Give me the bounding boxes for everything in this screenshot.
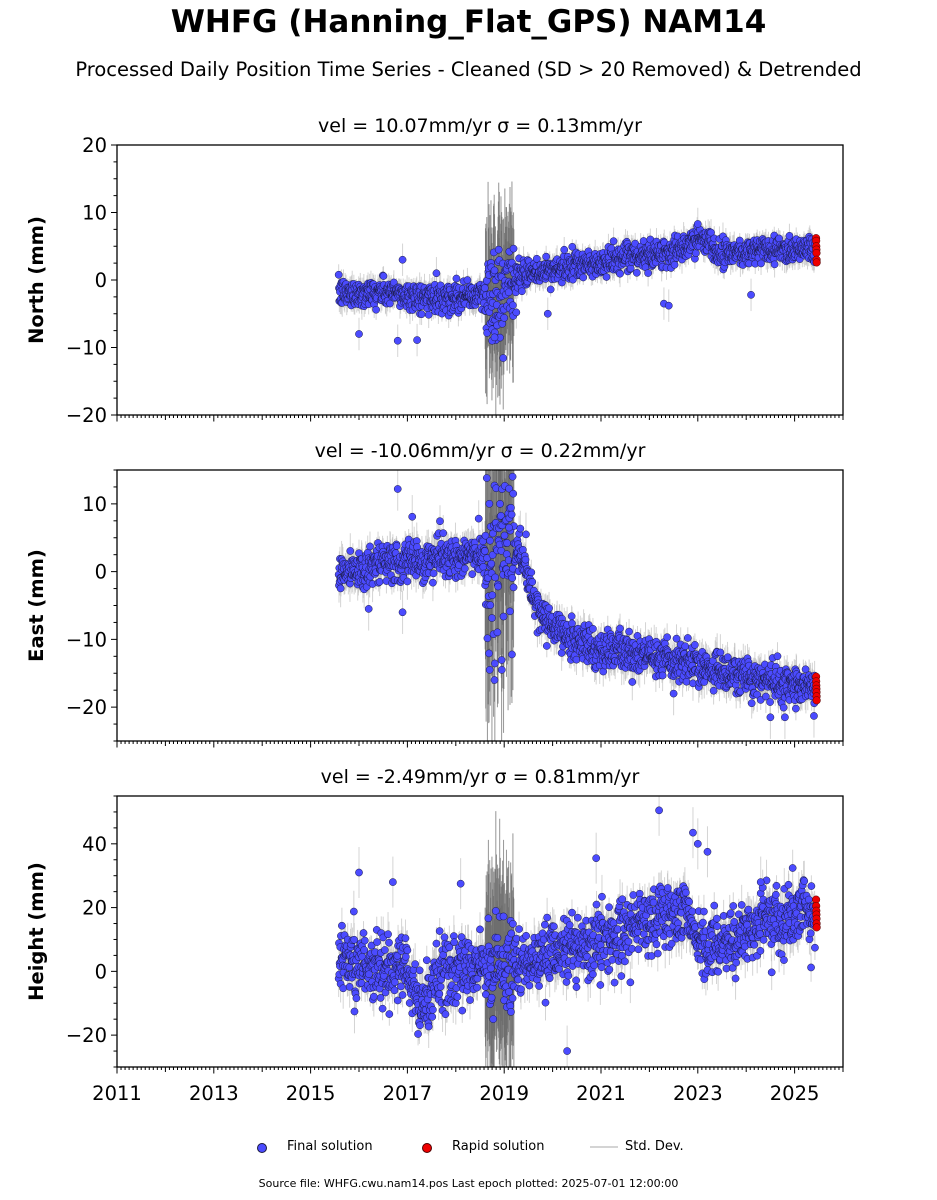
final-solution-point bbox=[579, 273, 588, 282]
figure-subtitle: Processed Daily Position Time Series - C… bbox=[75, 58, 862, 81]
final-solution-point bbox=[509, 301, 517, 310]
final-solution-point bbox=[366, 542, 374, 551]
final-solution-point bbox=[616, 269, 624, 278]
final-solution-point bbox=[375, 577, 384, 586]
final-solution-point bbox=[664, 301, 673, 310]
final-solution-point bbox=[509, 244, 518, 253]
final-solution-point bbox=[494, 245, 503, 254]
final-solution-point bbox=[609, 237, 618, 246]
final-solution-point bbox=[707, 228, 715, 237]
final-solution-point bbox=[463, 276, 472, 284]
final-solution-point bbox=[626, 264, 635, 273]
final-solution-point bbox=[543, 309, 552, 318]
final-solution-point bbox=[532, 254, 541, 263]
final-solution-point bbox=[452, 274, 461, 283]
final-solution-point bbox=[499, 354, 508, 362]
final-solution-point bbox=[500, 314, 509, 322]
final-solution-point bbox=[403, 577, 412, 586]
final-solution-point bbox=[770, 260, 779, 269]
final-solution-point bbox=[560, 245, 569, 254]
final-solution-point bbox=[393, 336, 402, 345]
final-solution-points bbox=[334, 472, 819, 722]
panel-title-1: vel = 10.07mm/yr σ = 0.13mm/yr bbox=[318, 115, 642, 137]
final-solution-point bbox=[747, 291, 755, 299]
rapid-solution-point bbox=[812, 258, 821, 267]
y-tick-label: 0 bbox=[95, 269, 107, 292]
figure-title: WHFG (Hanning_Flat_GPS) NAM14 bbox=[170, 4, 767, 40]
final-solution-point bbox=[379, 272, 388, 280]
y-tick-label: −10 bbox=[66, 337, 107, 360]
rapid-solution-point bbox=[812, 248, 821, 258]
final-solution-point bbox=[480, 284, 489, 292]
final-solution-point bbox=[490, 266, 499, 275]
final-solution-point bbox=[424, 310, 433, 319]
final-solution-point bbox=[386, 299, 394, 308]
final-solution-point bbox=[602, 273, 611, 281]
final-solution-point bbox=[644, 269, 652, 277]
final-solution-point bbox=[692, 249, 700, 257]
final-solution-point bbox=[429, 578, 437, 587]
final-solution-point bbox=[346, 547, 355, 555]
panel-plot-area-1 bbox=[334, 181, 821, 415]
final-solution-point bbox=[398, 255, 407, 264]
final-solution-point bbox=[542, 252, 550, 261]
final-solution-point bbox=[417, 310, 426, 319]
final-solution-point bbox=[392, 542, 401, 550]
final-solution-points bbox=[334, 220, 819, 362]
final-solution-point bbox=[632, 268, 641, 277]
final-solution-point bbox=[568, 242, 577, 251]
final-solution-point bbox=[512, 308, 521, 317]
final-solution-point bbox=[546, 285, 555, 294]
final-solution-point bbox=[372, 305, 380, 314]
final-solution-point bbox=[432, 269, 441, 278]
y-tick-label: 20 bbox=[82, 134, 107, 157]
final-solution-point bbox=[785, 232, 794, 240]
final-solution-point bbox=[334, 270, 343, 279]
final-solution-point bbox=[336, 584, 345, 593]
y-tick-label: 10 bbox=[82, 202, 107, 225]
final-solution-point bbox=[355, 330, 363, 338]
final-solution-point bbox=[504, 288, 513, 297]
rapid-solution-points bbox=[812, 234, 821, 267]
final-solution-point bbox=[413, 336, 421, 344]
final-solution-point bbox=[490, 333, 499, 342]
final-solution-point bbox=[518, 287, 526, 296]
final-solution-point bbox=[693, 220, 702, 228]
final-solution-point bbox=[429, 569, 438, 578]
panel-plot-area-2 bbox=[334, 470, 821, 741]
final-solution-point bbox=[757, 259, 765, 268]
y-tick-label: −20 bbox=[66, 404, 107, 427]
final-solution-point bbox=[670, 260, 679, 269]
y-axis-label-1: North (mm) bbox=[25, 216, 48, 344]
